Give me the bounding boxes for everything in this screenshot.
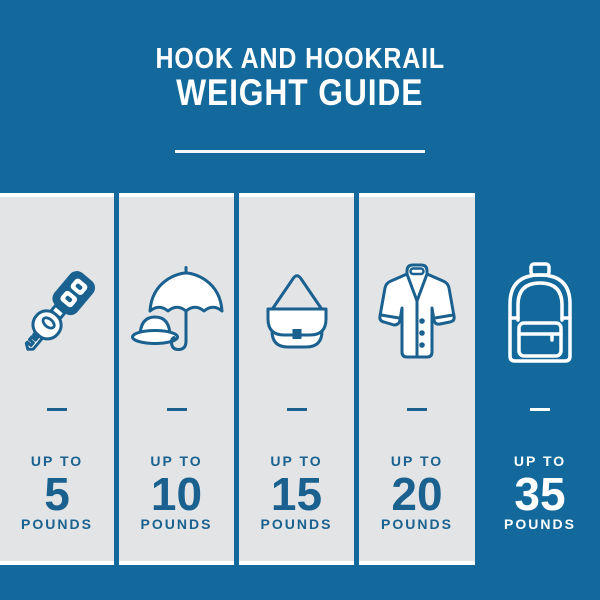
up-to-label: UP TO (150, 453, 203, 469)
dash-divider (407, 408, 427, 411)
pounds-label: POUNDS (381, 516, 453, 532)
car-key-icon (24, 270, 96, 351)
column-coat: UP TO 20 POUNDS (359, 193, 475, 565)
column-backpack: UP TO 35 POUNDS (480, 193, 600, 565)
backpack-icon (508, 261, 572, 363)
page-title-line2: WEIGHT GUIDE (0, 72, 600, 113)
column-umbrella-hat: UP TO 10 POUNDS (119, 193, 234, 565)
weight-value: 35 (514, 468, 566, 520)
page-title-line1: HOOK AND HOOKRAIL (0, 43, 600, 75)
up-to-label: UP TO (513, 453, 567, 469)
pounds-label: POUNDS (504, 516, 576, 532)
weight-columns: UP TO 5 POUNDS UP TO 10 POUNDS (0, 193, 600, 565)
up-to-label: UP TO (390, 453, 444, 469)
column-handbag: UP TO 15 POUNDS (239, 193, 354, 565)
weight-value: 20 (391, 468, 443, 520)
weight-value: 10 (150, 468, 203, 520)
up-to-label: UP TO (270, 453, 323, 469)
header: HOOK AND HOOKRAIL WEIGHT GUIDE (0, 0, 600, 153)
coat-icon (378, 263, 456, 358)
handbag-icon (266, 273, 327, 348)
pounds-label: POUNDS (21, 516, 93, 532)
icon-box (129, 229, 225, 394)
dash-divider (286, 408, 307, 411)
weight-value: 15 (270, 468, 323, 520)
pounds-label: POUNDS (140, 516, 213, 532)
pounds-label: POUNDS (260, 516, 333, 532)
icon-box (257, 229, 337, 394)
icon-box (371, 229, 463, 394)
icon-box (7, 229, 107, 394)
dash-divider (47, 408, 67, 411)
dash-divider (530, 408, 550, 411)
icon-box (505, 229, 575, 394)
up-to-label: UP TO (30, 453, 84, 469)
umbrella-and-hat-icon (130, 265, 223, 351)
page-title-line2-text: WEIGHT GUIDE (176, 72, 424, 113)
column-keys: UP TO 5 POUNDS (0, 193, 114, 565)
weight-value: 5 (44, 468, 70, 520)
page-title-line1-text: HOOK AND HOOKRAIL (155, 43, 445, 75)
dash-divider (166, 408, 187, 411)
title-underline (175, 150, 425, 153)
